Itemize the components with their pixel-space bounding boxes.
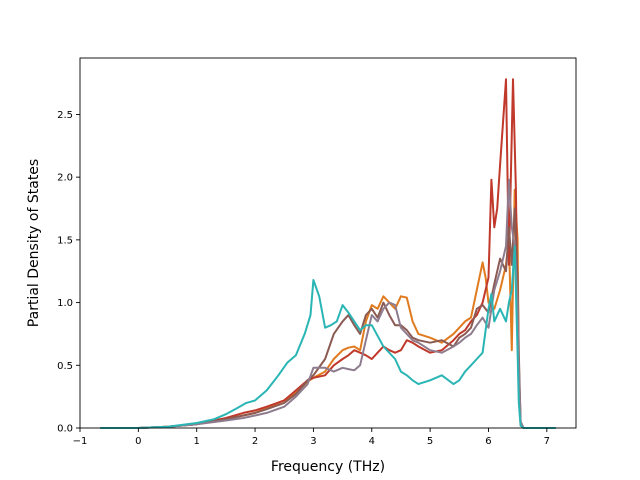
x-tick-label: 2 bbox=[252, 436, 258, 447]
x-tick-label: 3 bbox=[310, 436, 316, 447]
x-tick-label: 7 bbox=[544, 436, 550, 447]
series-line-3 bbox=[100, 207, 556, 429]
x-tick-label: 1 bbox=[194, 436, 200, 447]
series-line-4 bbox=[100, 178, 556, 429]
y-tick-label: 2.5 bbox=[57, 110, 73, 121]
y-axis-title: Partial Density of States bbox=[26, 159, 42, 327]
x-tick-label: −1 bbox=[73, 436, 88, 447]
series-line-5 bbox=[100, 245, 556, 429]
y-axis: 0.0 0.5 1.0 1.5 2.0 2.5 bbox=[57, 110, 80, 435]
y-tick-label: 2.0 bbox=[57, 173, 73, 184]
y-tick-label: 1.0 bbox=[57, 298, 73, 309]
x-tick-label: 6 bbox=[485, 436, 491, 447]
y-tick-label: 0.0 bbox=[57, 424, 73, 435]
plot-area-frame bbox=[79, 57, 577, 429]
series-line-2 bbox=[100, 78, 556, 429]
x-tick-label: 5 bbox=[427, 436, 433, 447]
plot-series-group bbox=[100, 78, 556, 429]
x-axis-title: Frequency (THz) bbox=[271, 459, 385, 475]
x-tick-label: 0 bbox=[135, 436, 141, 447]
y-tick-label: 1.5 bbox=[57, 235, 73, 246]
x-axis: −1 0 1 2 3 4 5 6 7 bbox=[73, 428, 550, 447]
y-tick-label: 0.5 bbox=[57, 361, 73, 372]
x-tick-label: 4 bbox=[369, 436, 375, 447]
